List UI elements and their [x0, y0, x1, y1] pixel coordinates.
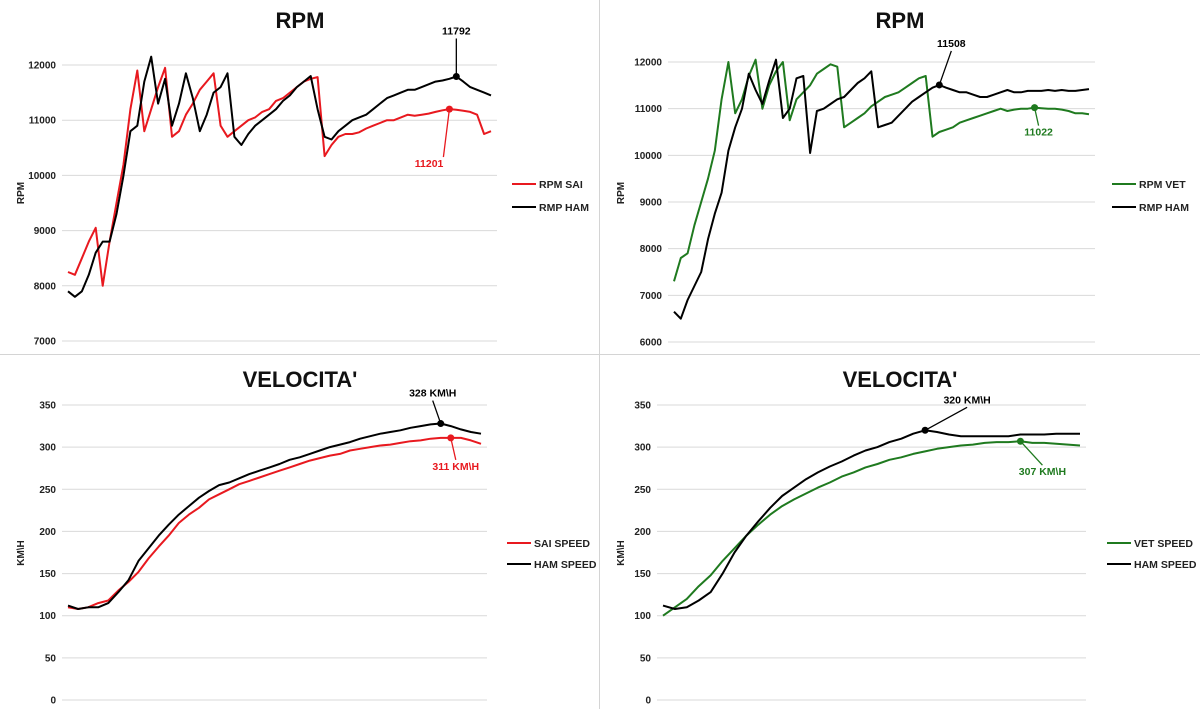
y-tick-label: 300 [634, 443, 651, 454]
series-line-ham-speed [662, 429, 1080, 610]
y-tick-label: 7000 [640, 291, 663, 302]
chart-title: RPM [876, 8, 925, 33]
y-tick-label: 150 [39, 569, 56, 580]
chart-title: RPM [276, 8, 325, 33]
callout-marker [921, 426, 929, 434]
callout-label: 311 KM\H [432, 461, 479, 473]
y-tick-label: 50 [640, 653, 652, 664]
legend-label-b: RMP HAM [539, 202, 589, 214]
chart-panel-rpm-vet: RPM RPM 6000 7000 8000 9000 10000 11000 12000 1… [600, 0, 1200, 355]
callout-label: 11508 [937, 38, 966, 50]
callout-leader [450, 437, 457, 461]
legend: RPM VET RMP HAM [1112, 179, 1189, 214]
y-tick-label: 0 [645, 696, 651, 707]
y-tick-label: 11000 [635, 104, 663, 115]
chart-panel-rpm-sai: RPM RPM 7000 8000 9000 10000 11000 12000 11792… [0, 0, 600, 355]
y-tick-label: 8000 [640, 244, 663, 255]
legend: SAI SPEED HAM SPEED [507, 538, 597, 571]
y-tick-label: 250 [39, 485, 56, 496]
y-tick-label: 350 [634, 401, 651, 412]
y-tick-label: 200 [634, 527, 651, 538]
callout-label: 11022 [1024, 127, 1053, 139]
callout-marker [935, 81, 943, 89]
y-tick-label: 6000 [640, 338, 663, 349]
callout-label: 307 KM\H [1019, 466, 1066, 478]
chart-rpm-sai: RPM RPM 7000 8000 9000 10000 11000 12000 11792… [16, 8, 589, 348]
callout-marker [452, 72, 460, 80]
y-tick-label: 150 [634, 569, 651, 580]
y-tick-label: 50 [45, 653, 57, 664]
y-tick-label: 10000 [28, 171, 56, 182]
series-line-vet-speed [662, 440, 1081, 617]
y-axis-label: RPM [616, 182, 627, 204]
callout-label: 11792 [442, 25, 471, 37]
legend-label-b: HAM SPEED [534, 559, 597, 571]
y-tick-label: 0 [50, 696, 56, 707]
chart-rpm-vet: RPM RPM 6000 7000 8000 9000 10000 11000 12000 1… [616, 8, 1189, 349]
y-tick-label: 9000 [34, 226, 57, 237]
callout-label: 320 KM\H [943, 394, 990, 406]
y-axis-label: KM\H [616, 540, 627, 566]
legend-label-a: VET SPEED [1134, 538, 1193, 550]
callout-marker [1031, 104, 1039, 112]
legend-label-b: RMP HAM [1139, 202, 1189, 214]
series-line-rpm-vet [673, 58, 1090, 282]
chart-panel-speed-sai: VELOCITA' KM\H 0 50 100 150 200 250 300 350 328 … [0, 355, 600, 710]
series-line-rpm-sai [67, 66, 492, 287]
chart-speed-vet: VELOCITA' KM\H 0 50 100 150 200 250 300 350 320 … [616, 367, 1197, 707]
callout-leader [924, 406, 968, 431]
legend: VET SPEED HAM SPEED [1107, 538, 1197, 571]
legend-label-a: SAI SPEED [534, 538, 590, 550]
y-tick-label: 7000 [34, 337, 57, 348]
series-line-rmp-ham [67, 55, 492, 298]
chart-title: VELOCITA' [243, 367, 358, 392]
panel-divider-horizontal [0, 354, 1200, 355]
legend-label-b: HAM SPEED [1134, 559, 1197, 571]
callout-leader [432, 400, 442, 424]
callout-leader [938, 50, 952, 86]
callout-marker [445, 105, 453, 113]
y-tick-label: 100 [634, 611, 651, 622]
callout-leader [1019, 440, 1043, 466]
y-tick-label: 12000 [634, 58, 662, 69]
y-axis-label: RPM [16, 182, 27, 204]
y-tick-label: 300 [39, 443, 56, 454]
callout-marker [437, 420, 445, 428]
y-tick-label: 250 [634, 485, 651, 496]
callout-marker [447, 434, 455, 442]
y-tick-label: 9000 [640, 198, 663, 209]
callout-label: 328 KM\H [409, 388, 456, 400]
callout-leader [442, 109, 451, 158]
y-tick-label: 8000 [34, 281, 57, 292]
chart-panel-speed-vet: VELOCITA' KM\H 0 50 100 150 200 250 300 350 320 … [600, 355, 1200, 710]
legend-label-a: RPM VET [1139, 179, 1186, 191]
y-tick-label: 11000 [29, 116, 57, 127]
chart-speed-sai: VELOCITA' KM\H 0 50 100 150 200 250 300 350 328 … [16, 367, 597, 707]
legend: RPM SAI RMP HAM [512, 179, 589, 214]
callout-marker [1016, 437, 1024, 445]
y-tick-label: 350 [39, 401, 56, 412]
series-line-ham-speed [67, 422, 482, 610]
callout-label: 11201 [415, 158, 444, 170]
y-tick-label: 12000 [28, 61, 56, 72]
legend-label-a: RPM SAI [539, 179, 583, 191]
y-tick-label: 10000 [634, 151, 662, 162]
y-tick-label: 200 [39, 527, 56, 538]
y-tick-label: 100 [39, 611, 56, 622]
chart-title: VELOCITA' [843, 367, 958, 392]
series-line-rmp-ham [673, 58, 1090, 320]
y-axis-label: KM\H [16, 540, 27, 566]
series-line-sai-speed [67, 436, 482, 610]
